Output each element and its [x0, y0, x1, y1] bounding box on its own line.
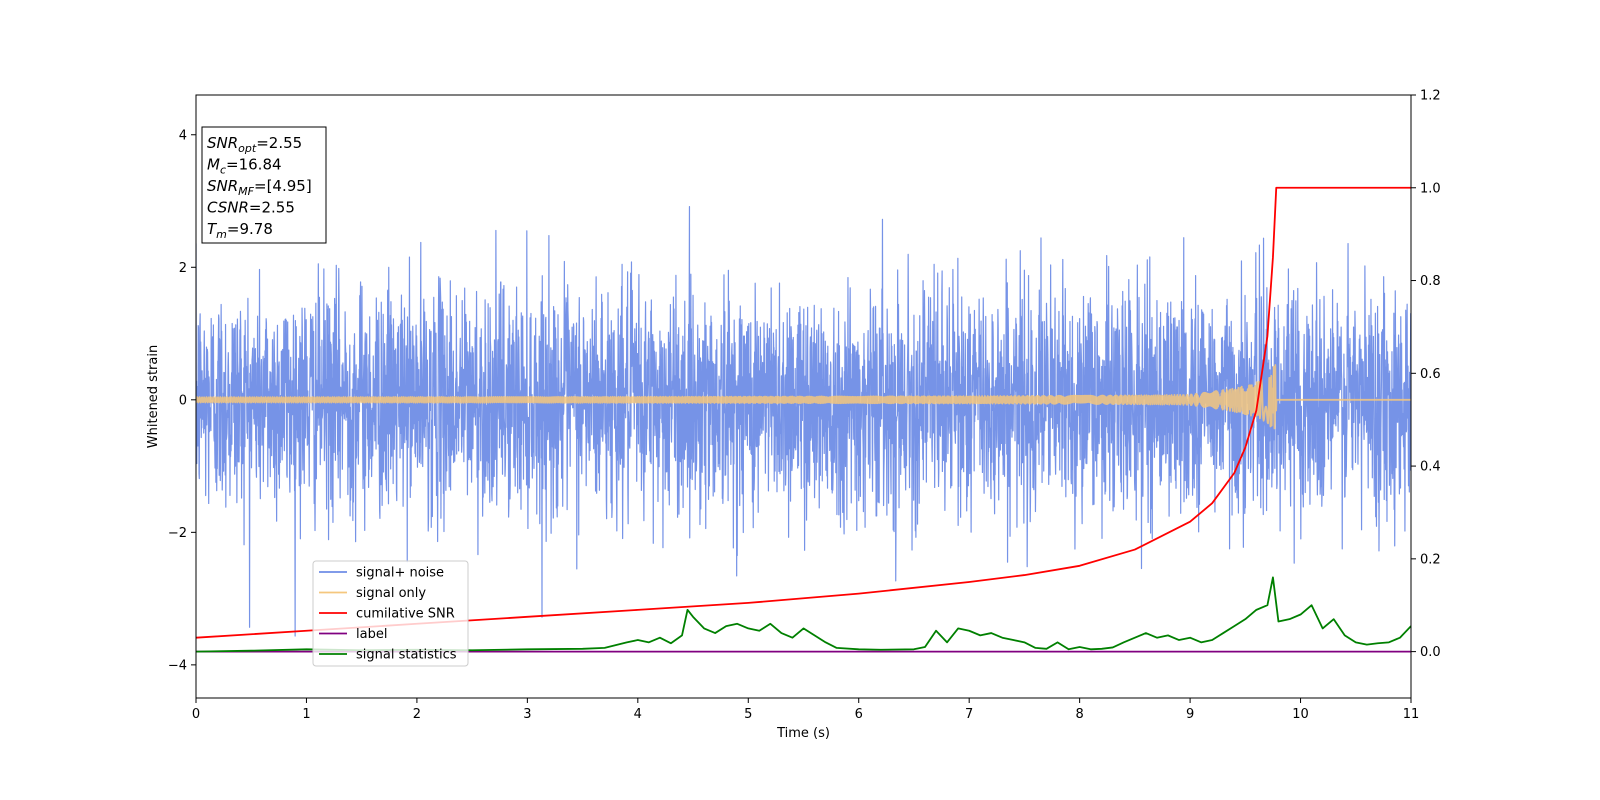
y2-tick-label: 0.4	[1420, 460, 1441, 475]
series-line-2	[196, 186, 1411, 639]
x-tick-label: 9	[1186, 707, 1194, 722]
x-tick-label: 11	[1403, 707, 1420, 722]
y2-tick-label: 0.2	[1420, 552, 1441, 567]
axes-frame	[195, 94, 1412, 699]
x-tick-label: 8	[1075, 707, 1083, 722]
annotation-line: Mc=16.84	[207, 156, 282, 177]
y-axis-label: Whitened strain	[146, 345, 161, 448]
y-tick-label: 0	[179, 393, 187, 408]
y2-tick-label: 0.6	[1420, 367, 1441, 382]
legend-label: signal statistics	[356, 648, 457, 663]
legend: signal+ noise signal only cumilative SNR la…	[312, 560, 469, 667]
annotation-box: SNRopt=2.55Mc=16.84SNRMF=[4.95]CSNR=2.55…	[201, 126, 327, 244]
annotation-line: SNRopt=2.55	[207, 134, 302, 155]
legend-label: signal+ noise	[356, 566, 444, 581]
y-tick-label: 4	[179, 128, 187, 143]
legend-label: signal only	[356, 586, 426, 601]
y2-tick-label: 1.2	[1420, 89, 1441, 104]
x-tick-label: 10	[1292, 707, 1309, 722]
y2-tick-label: 0.0	[1420, 645, 1441, 660]
legend-label: label	[356, 627, 387, 642]
x-axis-label: Time (s)	[776, 726, 830, 741]
y2-tick-label: 1.0	[1420, 181, 1441, 196]
series-line-4	[196, 576, 1411, 653]
y-tick-label: 2	[179, 261, 187, 276]
annotation-line: Tm=9.78	[207, 220, 273, 241]
y-tick-label: −4	[168, 658, 187, 673]
annotation-line: SNRMF=[4.95]	[207, 177, 312, 198]
x-tick-label: 0	[192, 707, 200, 722]
annotation-line: CSNR=2.55	[207, 199, 295, 217]
x-tick-label: 1	[302, 707, 310, 722]
x-tick-label: 3	[523, 707, 531, 722]
x-tick-label: 2	[413, 707, 421, 722]
legend-label: cumilative SNR	[356, 607, 455, 622]
y2-tick-label: 0.8	[1420, 274, 1441, 289]
series-line-1	[196, 364, 1411, 430]
x-tick-label: 4	[634, 707, 642, 722]
x-tick-label: 7	[965, 707, 973, 722]
ticks-layer: 0 1 2 3 4 5 6 7 8 9 10 11 −4 −2 0 2 4 0.0 0.2 0.4 0.6 0.8 1.0 1…	[168, 89, 1441, 723]
x-tick-label: 5	[744, 707, 752, 722]
x-tick-label: 6	[855, 707, 863, 722]
y-tick-label: −2	[168, 526, 187, 541]
